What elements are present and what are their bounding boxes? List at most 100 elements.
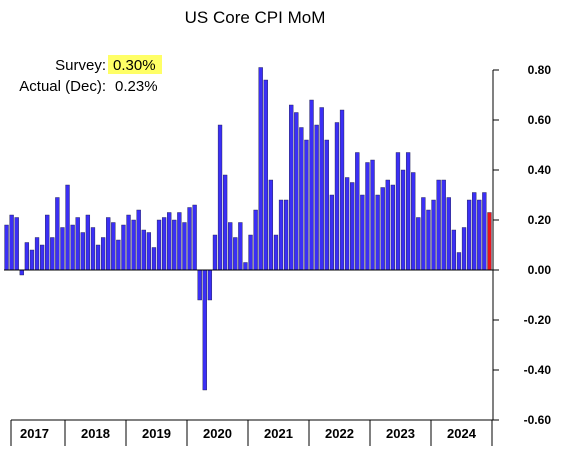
year-label: 2021 — [264, 426, 293, 441]
bar — [263, 79, 268, 271]
bar — [167, 212, 172, 271]
bar — [273, 234, 279, 271]
bar — [477, 199, 482, 271]
bar — [197, 269, 202, 301]
bar — [375, 194, 380, 271]
bar — [466, 199, 472, 271]
bar — [19, 269, 24, 276]
chart-title: US Core CPI MoM — [185, 8, 326, 27]
bar — [95, 244, 101, 271]
bar — [9, 214, 14, 271]
survey-highlight — [108, 55, 162, 74]
bar — [339, 109, 345, 271]
year-label: 2023 — [386, 426, 415, 441]
y-tick-label: 0.80 — [528, 63, 552, 77]
bar — [411, 172, 416, 271]
survey-label: Survey: — [55, 57, 106, 74]
bar — [202, 269, 207, 391]
bar — [416, 217, 421, 271]
bar — [39, 244, 45, 271]
bar — [228, 222, 233, 271]
bar — [146, 232, 152, 271]
bar — [126, 214, 131, 271]
bar — [187, 207, 192, 271]
bar — [65, 184, 70, 271]
bar — [85, 214, 91, 271]
actual-value: 0.23% — [115, 78, 158, 95]
bar — [461, 227, 467, 271]
bar — [100, 237, 106, 271]
bar — [80, 232, 85, 271]
bar — [319, 107, 324, 271]
bar — [390, 184, 396, 271]
bar — [487, 212, 492, 271]
year-label: 2020 — [203, 426, 232, 441]
bar — [14, 217, 19, 271]
bar — [380, 187, 385, 271]
bar — [431, 199, 436, 271]
bar — [172, 219, 177, 271]
bar — [121, 224, 126, 271]
bar — [329, 194, 335, 271]
bar — [395, 152, 401, 271]
bar — [248, 234, 253, 271]
year-label: 2017 — [20, 426, 49, 441]
bar — [243, 262, 248, 271]
bar — [253, 209, 258, 271]
bar — [355, 152, 360, 271]
bar — [116, 239, 121, 271]
bar — [446, 197, 451, 271]
bar — [334, 122, 340, 271]
bar — [258, 67, 263, 271]
bar — [436, 179, 441, 271]
bar — [131, 219, 136, 271]
bar — [294, 112, 299, 271]
bar — [426, 209, 431, 271]
bar — [350, 182, 355, 271]
bar — [55, 197, 60, 271]
bar — [34, 237, 40, 271]
year-label: 2022 — [325, 426, 354, 441]
y-tick-label: -0.40 — [524, 363, 552, 377]
y-tick-label: -0.20 — [524, 313, 552, 327]
bar — [324, 139, 329, 271]
y-tick-label: -0.60 — [524, 413, 552, 427]
bar — [106, 217, 111, 271]
bar — [75, 217, 80, 271]
bar — [238, 222, 243, 271]
bar — [314, 124, 319, 271]
bar — [182, 222, 187, 271]
bar — [161, 217, 167, 271]
bar — [151, 247, 157, 271]
bar — [29, 249, 35, 271]
year-label: 2024 — [447, 426, 477, 441]
bar — [472, 192, 477, 271]
bar — [212, 234, 218, 271]
bar — [309, 99, 314, 271]
year-label: 2019 — [142, 426, 171, 441]
y-tick-label: 0.40 — [528, 163, 552, 177]
bar — [4, 224, 9, 271]
bar — [365, 162, 370, 271]
y-tick-label: 0.60 — [528, 113, 552, 127]
bar — [400, 169, 406, 271]
bar — [222, 174, 228, 271]
bar — [45, 214, 50, 271]
bar — [268, 179, 274, 271]
bar — [344, 177, 350, 271]
bar — [370, 159, 375, 271]
bar — [217, 124, 223, 271]
bar — [441, 179, 446, 271]
bar — [360, 194, 365, 271]
bar — [192, 204, 197, 271]
bar — [421, 197, 426, 271]
bar — [70, 224, 75, 271]
bar — [207, 269, 213, 301]
bar — [283, 199, 289, 271]
bar — [482, 192, 487, 271]
y-tick-label: 0.20 — [528, 213, 552, 227]
bar — [111, 222, 116, 271]
bar — [177, 212, 182, 271]
bar — [405, 152, 411, 271]
